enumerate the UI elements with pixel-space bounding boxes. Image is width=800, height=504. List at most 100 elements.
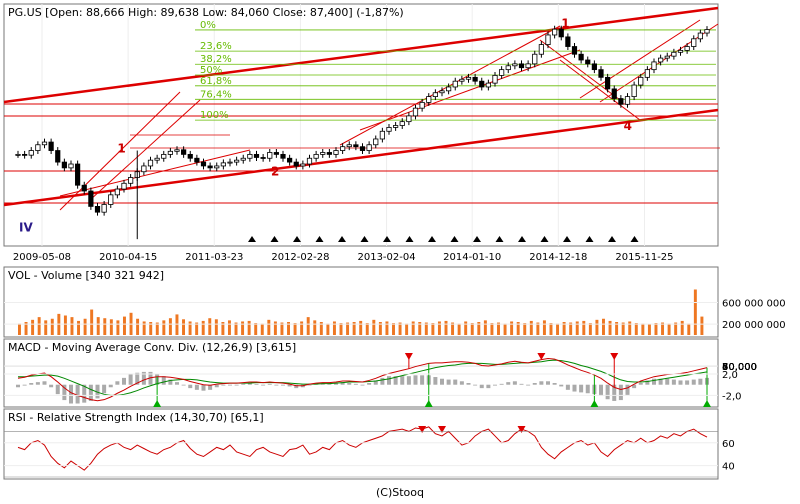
volume-bar	[641, 323, 645, 335]
volume-bar	[208, 318, 212, 335]
volume-bar	[628, 321, 632, 335]
bottom-triangle-markers	[248, 236, 639, 242]
volume-bar	[96, 317, 100, 335]
volume-bar	[680, 320, 684, 335]
volume-bar	[116, 320, 120, 335]
macd-histogram-bar	[82, 384, 87, 403]
rsi-panel-title: RSI - Relative Strength Index (14,30,70)…	[8, 411, 264, 424]
candle-body	[55, 150, 61, 163]
candle-body	[658, 57, 664, 63]
macd-histogram-bar	[340, 382, 345, 385]
macd-histogram-bar	[605, 384, 610, 400]
macd-histogram-bar	[261, 384, 266, 386]
candle-body	[41, 141, 48, 146]
candle-body	[638, 76, 644, 86]
candle-body	[446, 86, 452, 92]
trend-channel-lines	[3, 6, 720, 211]
elliott-wave-labels: IV 1 2 1 4	[19, 16, 632, 234]
rsi-y-axis: 60 40	[4, 431, 735, 478]
fib-level-label: 38,2%	[200, 54, 232, 65]
volume-bar	[582, 320, 586, 335]
candle-body	[697, 32, 703, 40]
candle-body	[293, 161, 299, 167]
macd-histogram-bar	[360, 384, 365, 386]
triangle-marker	[293, 236, 301, 242]
volume-bar	[162, 320, 166, 335]
macd-histogram-bar	[128, 374, 133, 385]
volume-bar	[109, 319, 113, 335]
candle-body	[465, 76, 472, 80]
macd-histogram-bar	[102, 384, 107, 394]
price-tick-label: 50,000	[722, 362, 757, 373]
volume-bar	[70, 317, 74, 335]
volume-bar	[142, 321, 146, 335]
price-tick-label: 80,000	[722, 362, 757, 373]
macd-histogram-bar	[347, 383, 352, 385]
volume-bar	[18, 323, 21, 335]
volume-bar	[136, 318, 140, 335]
candle-body	[353, 144, 359, 148]
candle-body	[399, 121, 405, 126]
volume-bar	[687, 323, 691, 335]
volume-bar	[437, 321, 441, 335]
date-tick-label: 2012-02-28	[271, 252, 329, 263]
candle-body	[499, 69, 505, 76]
macd-sell-marker	[537, 353, 546, 360]
volume-bar	[122, 316, 126, 335]
macd-histogram-bar	[453, 379, 458, 385]
candle-body	[214, 165, 220, 169]
volume-bar	[254, 323, 258, 335]
wave-label: 4	[624, 119, 632, 133]
wave-label: 1	[117, 141, 125, 155]
volume-bar	[693, 289, 697, 335]
macd-histogram-bar	[532, 383, 537, 385]
volume-bar	[365, 323, 369, 335]
date-tick-label: 2011-03-23	[185, 252, 243, 263]
volume-bar	[523, 323, 527, 335]
volume-bar	[339, 323, 343, 335]
candle-body	[287, 157, 293, 163]
candle-body	[379, 130, 385, 140]
candle-body	[101, 204, 107, 213]
volume-bar	[700, 316, 704, 335]
macd-histogram-bar	[168, 379, 173, 385]
macd-histogram-bar	[22, 384, 27, 386]
candle-body	[651, 61, 657, 71]
candle-body	[94, 206, 101, 213]
candle-body	[320, 152, 326, 155]
volume-bar	[516, 322, 520, 335]
candle-body	[333, 150, 339, 155]
candle-body	[691, 38, 697, 47]
macd-histogram-bar	[519, 383, 524, 385]
macd-histogram-bar	[62, 384, 67, 401]
channel-line	[59, 91, 181, 211]
macd-histogram-bar	[440, 378, 444, 385]
volume-bar	[77, 320, 81, 335]
rsi-tick-label: 40	[722, 462, 735, 473]
macd-histogram-bar	[334, 383, 338, 385]
channel-line	[59, 149, 251, 197]
candle-body	[664, 55, 670, 59]
volume-bar	[470, 323, 474, 335]
price-panel-title: PG.US [Open: 88,666 High: 89,638 Low: 84…	[8, 6, 404, 19]
date-tick-label: 2014-01-10	[443, 252, 501, 263]
candle-body	[565, 36, 571, 47]
macd-histogram-bar	[353, 383, 358, 385]
macd-panel-title: MACD - Moving Average Conv. Div. (12,26,…	[8, 341, 296, 354]
triangle-marker	[473, 236, 481, 242]
macd-histogram-bar	[247, 383, 252, 385]
triangle-marker	[495, 236, 504, 242]
triangle-marker	[563, 236, 571, 242]
candle-body	[598, 69, 604, 78]
volume-bar	[280, 322, 284, 335]
macd-sell-marker	[610, 353, 619, 360]
macd-histogram-bar	[194, 384, 199, 390]
volume-bar	[595, 319, 599, 335]
volume-y-axis: 200 000 000 600 000 000	[4, 299, 786, 331]
candle-body	[704, 29, 710, 34]
triangle-marker	[405, 236, 414, 242]
volume-bar	[674, 322, 678, 335]
volume-bar	[214, 319, 218, 335]
macd-histogram-bar	[406, 376, 411, 385]
